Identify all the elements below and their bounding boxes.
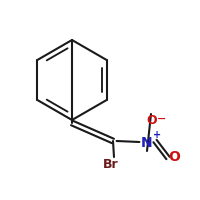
Text: Br: Br (103, 158, 119, 171)
Text: O: O (168, 150, 180, 164)
Text: N: N (141, 136, 153, 150)
Text: +: + (153, 130, 161, 140)
Text: O: O (147, 114, 157, 127)
Text: −: − (157, 114, 166, 124)
